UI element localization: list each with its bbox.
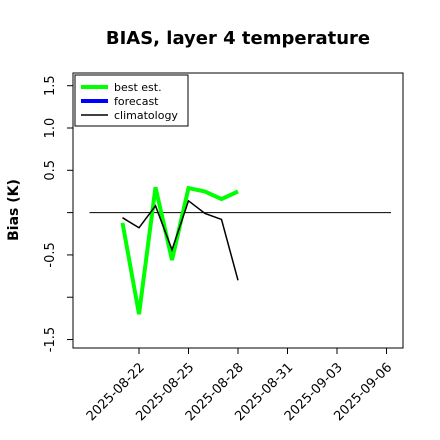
legend: best est. forecast climatology: [74, 74, 189, 127]
y-axis-label: Bias (K): [6, 179, 22, 241]
y-tick-label: -1.5: [43, 327, 58, 352]
series-line-climatology: [122, 199, 239, 281]
series-line-best-est: [120, 185, 239, 315]
legend-label-forecast: forecast: [114, 95, 159, 108]
legend-label-best-est: best est.: [114, 81, 162, 94]
x-ticks: 2025-08-222025-08-252025-08-282025-08-31…: [84, 348, 395, 424]
y-tick-label: -0.5: [43, 242, 58, 267]
y-ticks: -1.5 -0.5 0.5 1.0 1.5: [43, 75, 73, 352]
y-tick-label: 1.5: [43, 75, 58, 96]
y-tick-label: 0.5: [43, 160, 58, 181]
y-tick-label: 1.0: [43, 118, 58, 139]
series-group: [120, 185, 239, 315]
chart-title: BIAS, layer 4 temperature: [106, 28, 370, 49]
legend-label-climatology: climatology: [114, 109, 178, 122]
